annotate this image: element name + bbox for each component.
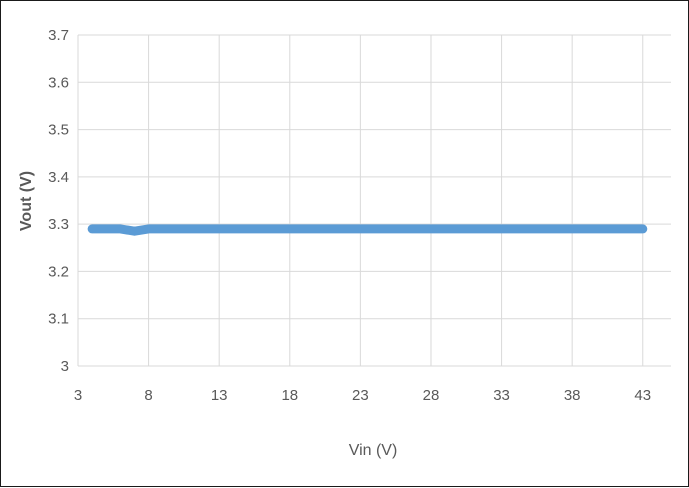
x-tick-label: 38: [564, 387, 581, 404]
ticks-layer: 33.13.23.33.43.53.63.73 8 13 18 23 28 33 38 43: [48, 27, 651, 404]
y-tick-label: 3.5: [48, 122, 69, 139]
y-tick-label: 3.7: [48, 27, 69, 44]
y-tick-label: 3: [61, 358, 69, 375]
x-tick-label: 3: [74, 387, 82, 404]
series-line: [87, 224, 648, 236]
y-tick-label: 3.2: [48, 263, 69, 280]
y-tick-label: 3.6: [48, 74, 69, 91]
x-axis-title: Vin (V): [349, 442, 398, 459]
x-tick-label: 8: [144, 387, 152, 404]
y-tick-label: 3.4: [48, 169, 69, 186]
x-tick-label: 18: [281, 387, 298, 404]
x-tick-label: 13: [211, 387, 228, 404]
y-tick-label: 3.3: [48, 216, 69, 233]
x-tick-label: 33: [493, 387, 510, 404]
x-tick-label: 43: [634, 387, 651, 404]
x-tick-label: 23: [352, 387, 369, 404]
y-tick-label: 3.1: [48, 311, 69, 328]
x-tick-label: 28: [423, 387, 440, 404]
series-layer: [87, 224, 648, 236]
grid-layer: [77, 34, 671, 367]
y-axis-title: Vout (V): [18, 171, 35, 231]
